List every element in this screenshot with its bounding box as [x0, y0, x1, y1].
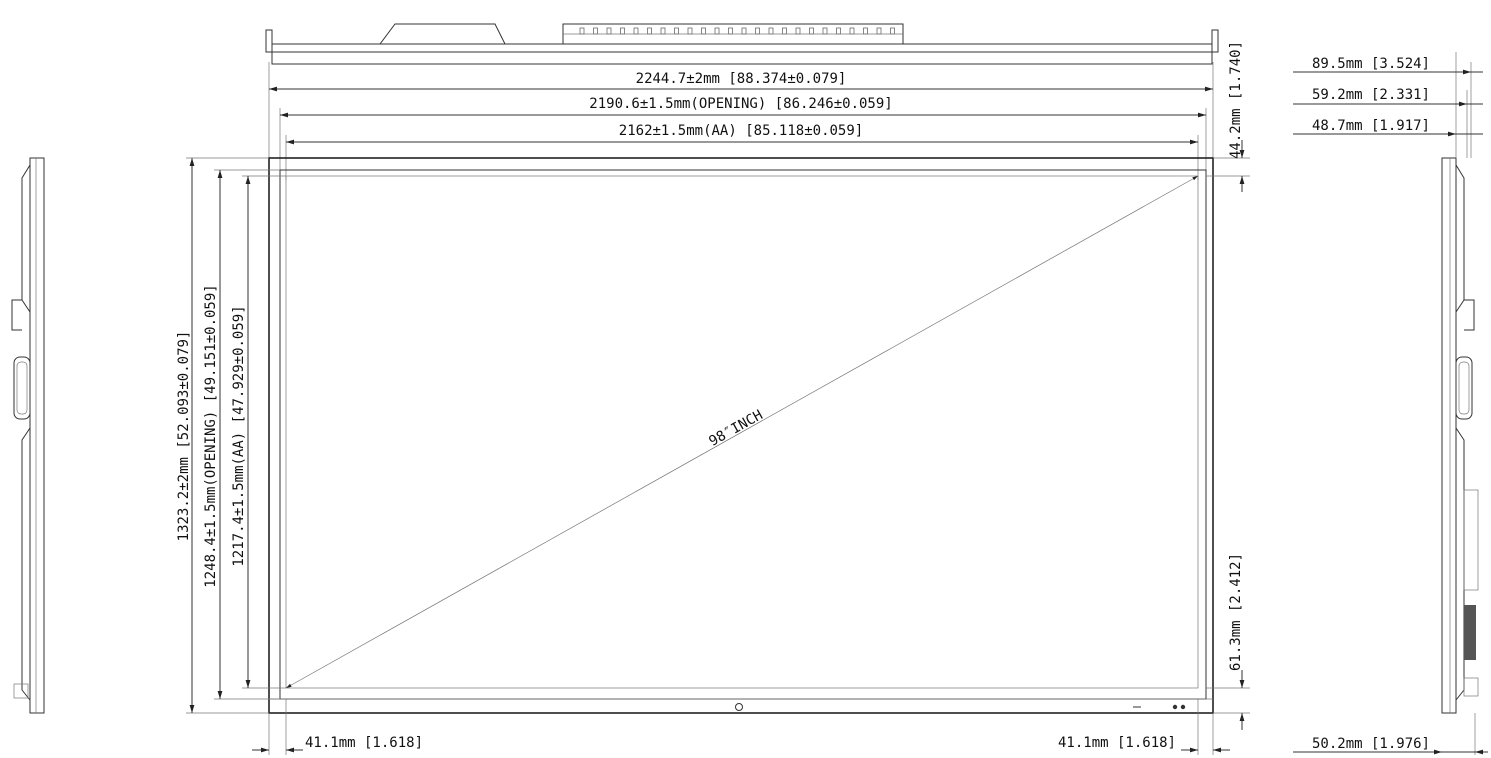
opening-height-label: 1248.4±1.5mm(OPENING) [49.151±0.059]	[203, 284, 219, 587]
vent-slot	[755, 27, 760, 35]
sensor-icon	[1180, 704, 1186, 710]
right-side-view	[1441, 52, 1479, 755]
vent-slot	[849, 27, 855, 35]
dim-overall-width: 2244.7±2mm [88.374±0.079]	[268, 62, 1214, 160]
vent-slot	[701, 27, 706, 35]
vent-slot	[728, 27, 733, 35]
vent-slot	[768, 27, 774, 35]
dim-depth-total: 89.5mm [3.524]	[1293, 56, 1483, 75]
vent-slot	[741, 27, 747, 35]
dim-top-bezel: 44.2mm [1.740]	[1206, 41, 1250, 192]
vent-slot	[876, 27, 882, 35]
overall-height-label: 1323.2±2mm [52.093±0.079]	[176, 331, 192, 542]
depth-bottom-label: 50.2mm [1.976]	[1312, 736, 1430, 752]
vent-slot	[660, 27, 666, 35]
overall-width-label: 2244.7±2mm [88.374±0.079]	[636, 71, 847, 87]
power-button-icon	[735, 703, 743, 711]
right-bezel-label: 41.1mm [1.618]	[1058, 735, 1176, 751]
vent-slot	[647, 27, 652, 35]
vent-slot	[593, 27, 598, 35]
aa-height-label: 1217.4±1.5mm(AA) [47.929±0.059]	[231, 305, 247, 566]
vent-slot	[620, 27, 625, 35]
dim-aa-height: 1217.4±1.5mm(AA) [47.929±0.059]	[231, 175, 286, 689]
depth-mid-label: 59.2mm [2.331]	[1312, 87, 1430, 103]
dim-right-bezel: 41.1mm [1.618]	[1058, 699, 1230, 755]
vent-slot	[809, 27, 814, 35]
opening-width-label: 2190.6±1.5mm(OPENING) [86.246±0.059]	[589, 96, 892, 112]
dim-left-bezel: 41.1mm [1.618]	[252, 699, 423, 755]
depth-body-label: 48.7mm [1.917]	[1312, 118, 1430, 134]
dim-bottom-bezel: 61.3mm [2.412]	[1206, 553, 1250, 730]
dim-depth-bottom: 50.2mm [1.976]	[1293, 736, 1488, 755]
front-view: 98″INCH	[268, 157, 1214, 714]
dim-opening-width: 2190.6±1.5mm(OPENING) [86.246±0.059]	[279, 96, 1207, 172]
dim-depth-body: 48.7mm [1.917]	[1293, 118, 1483, 137]
left-side-view	[11, 157, 45, 714]
top-bezel-label: 44.2mm [1.740]	[1228, 41, 1244, 159]
left-bezel-label: 41.1mm [1.618]	[305, 735, 423, 751]
vent-slot	[674, 27, 679, 35]
diagonal-label: 98″INCH	[706, 407, 765, 450]
vent-slot	[795, 27, 801, 35]
dim-depth-mid: 59.2mm [2.331]	[1293, 87, 1483, 107]
vent-slot	[579, 27, 585, 35]
bottom-bezel-label: 61.3mm [2.412]	[1228, 553, 1244, 671]
sensor-icon	[1172, 704, 1178, 710]
aa-width-label: 2162±1.5mm(AA) [85.118±0.059]	[619, 123, 863, 139]
vent-slot	[687, 27, 693, 35]
vent-slot	[836, 27, 841, 35]
depth-total-label: 89.5mm [3.524]	[1312, 56, 1430, 72]
dim-overall-height: 1323.2±2mm [52.093±0.079]	[176, 157, 269, 714]
vent-slot	[890, 27, 895, 35]
top-view	[265, 23, 1219, 65]
vent-slot	[606, 27, 612, 35]
dim-aa-width: 2162±1.5mm(AA) [85.118±0.059]	[285, 123, 1199, 180]
vent-slot	[863, 27, 868, 35]
vent-slot	[822, 27, 828, 35]
dim-opening-height: 1248.4±1.5mm(OPENING) [49.151±0.059]	[203, 169, 280, 700]
vent-slot	[714, 27, 720, 35]
vent-slot	[782, 27, 787, 35]
vent-slot	[633, 27, 639, 35]
